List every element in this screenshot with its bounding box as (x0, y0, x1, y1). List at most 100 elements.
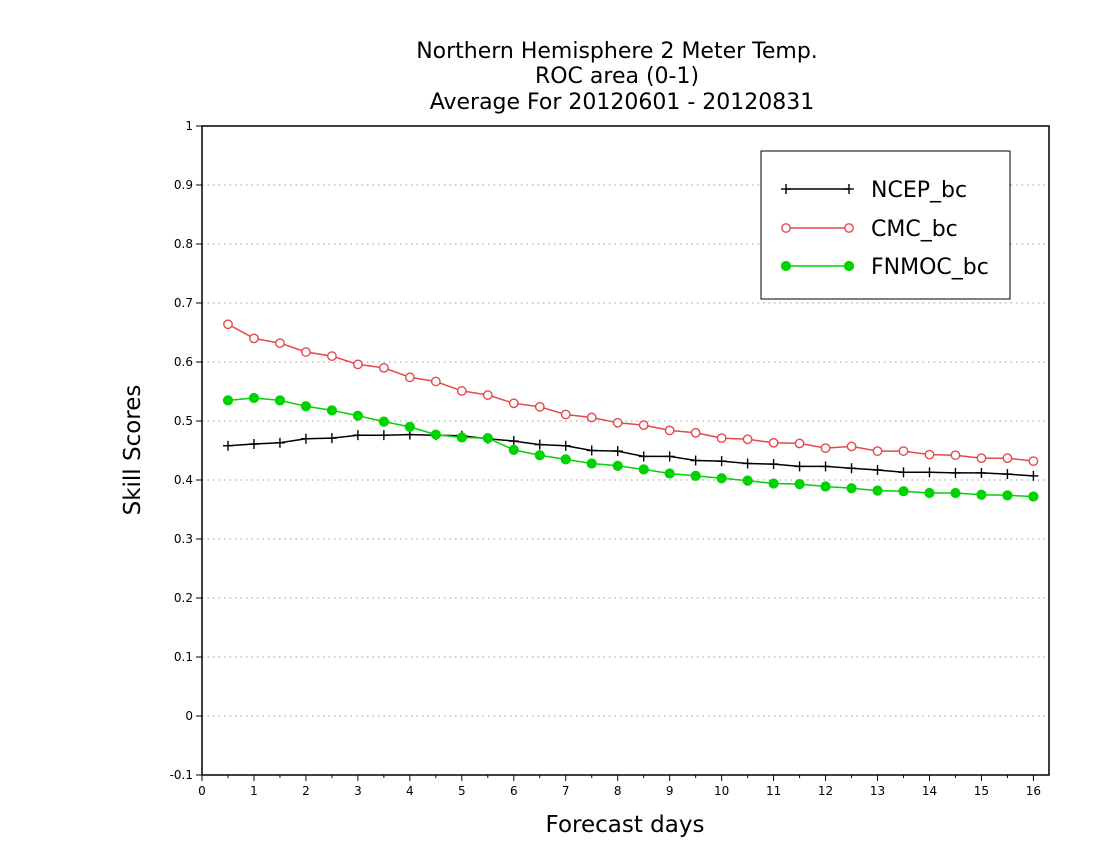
data-point-fnmoc-bc (404, 421, 415, 432)
data-point-ncep-bc (248, 439, 259, 450)
y-tick-label: 0.4 (174, 473, 193, 487)
x-axis: 0 1 2 3 4 5 6 7 8 9 10 11 12 13 14 15 16 (198, 775, 1041, 798)
data-point-fnmoc-bc (456, 432, 467, 443)
data-point-cmc-bc (378, 362, 389, 373)
data-point-ncep-bc (664, 451, 675, 462)
y-tick-label: 0.1 (174, 650, 193, 664)
data-point-ncep-bc (742, 458, 753, 469)
data-point-fnmoc-bc (326, 405, 338, 416)
data-point-ncep-bc (560, 440, 571, 451)
y-tick-label: 0.7 (174, 296, 193, 310)
data-point-ncep-bc (898, 467, 909, 478)
legend-item-cmc-bc: CMC_bc (781, 217, 958, 242)
legend-item-fnmoc-bc: FNMOC_bc (780, 255, 989, 280)
x-tick-label: 5 (458, 784, 466, 798)
x-tick-label: 14 (922, 784, 937, 798)
data-point-fnmoc-bc (248, 392, 260, 404)
y-tick-label: 0.2 (174, 591, 193, 605)
x-tick-label: 4 (406, 784, 414, 798)
legend-marker (781, 223, 791, 233)
x-axis-title: Forecast days (546, 812, 705, 838)
y-tick-label: 0 (185, 709, 193, 723)
data-point-fnmoc-bc (768, 478, 779, 489)
data-point-fnmoc-bc (222, 395, 234, 406)
series-ncep-bc (222, 429, 1039, 481)
data-point-ncep-bc (300, 433, 311, 444)
x-tick-label: 3 (354, 784, 362, 798)
legend: NCEP_bc CMC_bc FNMOC_bc (760, 150, 1011, 300)
legend-marker (843, 260, 855, 272)
data-point-ncep-bc (508, 436, 519, 447)
y-tick-label: 0.6 (174, 355, 193, 369)
legend-marker (844, 223, 854, 233)
data-point-ncep-bc (976, 467, 987, 478)
data-point-fnmoc-bc (638, 464, 649, 475)
x-tick-label: 13 (870, 784, 885, 798)
chart-title: Northern Hemisphere 2 Meter Temp. ROC ar… (416, 39, 818, 115)
legend-items: NCEP_bc CMC_bc FNMOC_bc (780, 178, 989, 280)
data-point-cmc-bc (794, 438, 805, 449)
y-tick-label: 0.3 (174, 532, 193, 546)
data-point-cmc-bc (846, 441, 857, 452)
data-point-ncep-bc (274, 437, 285, 448)
data-point-ncep-bc (768, 459, 779, 470)
data-point-cmc-bc (275, 338, 285, 349)
data-point-ncep-bc (352, 430, 363, 441)
data-point-ncep-bc (846, 463, 857, 474)
data-point-cmc-bc (716, 433, 727, 444)
legend-label: CMC_bc (871, 217, 958, 242)
gridlines (202, 184, 1049, 717)
data-point-ncep-bc (924, 467, 935, 478)
data-point-cmc-bc (352, 359, 363, 370)
series-fnmoc-bc (222, 392, 1039, 502)
x-tick-label: 6 (510, 784, 518, 798)
data-point-fnmoc-bc (690, 470, 701, 481)
data-point-fnmoc-bc (794, 479, 805, 490)
data-point-fnmoc-bc (560, 454, 571, 465)
data-point-cmc-bc (950, 450, 961, 461)
data-point-cmc-bc (742, 434, 753, 445)
series-layer (222, 319, 1039, 502)
legend-label: FNMOC_bc (871, 255, 989, 280)
data-point-cmc-bc (508, 398, 519, 409)
data-point-fnmoc-bc (482, 433, 493, 444)
data-point-cmc-bc (872, 446, 883, 456)
y-axis-title: Skill Scores (120, 385, 146, 516)
data-point-fnmoc-bc (534, 450, 545, 461)
data-point-cmc-bc (482, 390, 493, 400)
data-point-fnmoc-bc (872, 485, 883, 496)
x-tick-label: 16 (1026, 784, 1041, 798)
data-point-fnmoc-bc (274, 395, 286, 406)
data-point-fnmoc-bc (950, 487, 961, 499)
data-point-fnmoc-bc (742, 475, 753, 486)
plot-frame (201, 125, 1050, 776)
data-point-cmc-bc (249, 333, 259, 344)
data-point-cmc-bc (638, 420, 649, 431)
data-point-cmc-bc (664, 425, 675, 436)
data-point-fnmoc-bc (1028, 491, 1039, 502)
data-point-fnmoc-bc (1002, 490, 1013, 501)
x-tick-label: 11 (766, 784, 781, 798)
data-point-ncep-bc (326, 433, 337, 444)
x-tick-label: 9 (666, 784, 674, 798)
data-point-cmc-bc (612, 417, 623, 428)
data-point-cmc-bc (690, 427, 701, 438)
data-point-fnmoc-bc (716, 473, 727, 484)
data-point-ncep-bc (612, 446, 623, 457)
data-point-ncep-bc (1002, 469, 1013, 480)
data-point-fnmoc-bc (300, 401, 312, 412)
data-point-cmc-bc (223, 319, 233, 330)
series-line-fnmoc-bc (227, 397, 1034, 498)
legend-label: NCEP_bc (871, 178, 967, 203)
title-line-2: ROC area (0-1) (535, 64, 699, 89)
data-point-fnmoc-bc (586, 458, 597, 469)
data-point-cmc-bc (327, 351, 337, 361)
y-tick-label: 0.8 (174, 237, 193, 251)
y-tick-label: 0.9 (174, 178, 193, 192)
data-point-cmc-bc (560, 409, 571, 420)
data-point-fnmoc-bc (508, 444, 519, 456)
legend-marker (780, 260, 792, 272)
data-point-fnmoc-bc (924, 487, 935, 499)
